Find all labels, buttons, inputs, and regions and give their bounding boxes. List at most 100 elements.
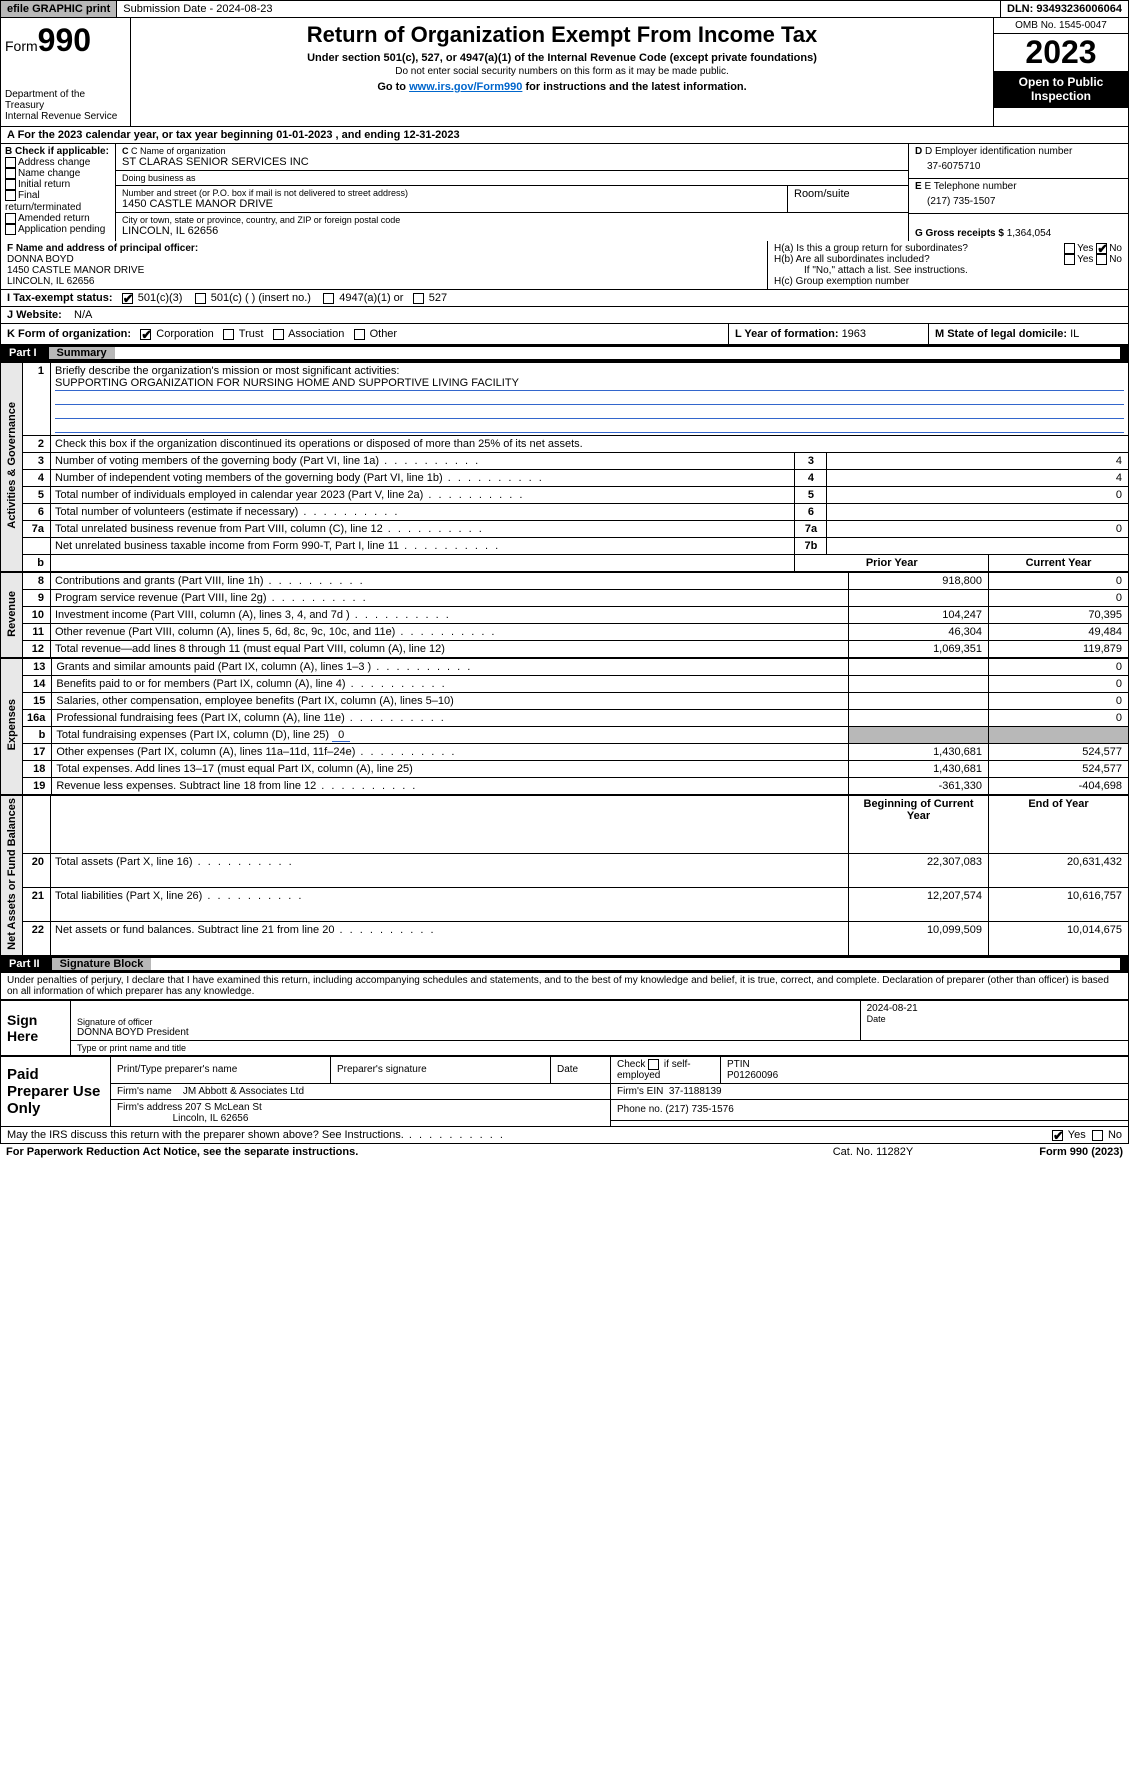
- p8: 918,800: [849, 573, 989, 590]
- cb-address-change[interactable]: Address change: [5, 157, 111, 168]
- cb-other[interactable]: [354, 329, 365, 340]
- v3: 4: [827, 453, 1129, 470]
- box-c: C C Name of organization ST CLARAS SENIO…: [116, 144, 908, 241]
- p22: 10,099,509: [849, 921, 989, 955]
- p11: 46,304: [849, 624, 989, 641]
- officer-sig: DONNA BOYD President: [77, 1027, 854, 1038]
- c22: 10,014,675: [989, 921, 1129, 955]
- org-name: ST CLARAS SENIOR SERVICES INC: [122, 156, 902, 168]
- city-value: LINCOLN, IL 62656: [122, 225, 902, 237]
- org-name-label: C C Name of organization: [122, 146, 902, 156]
- perjury-declaration: Under penalties of perjury, I declare th…: [0, 973, 1129, 1000]
- dln: DLN: 93493236006064: [1001, 1, 1128, 17]
- discuss-row: May the IRS discuss this return with the…: [0, 1127, 1129, 1144]
- c9: 0: [989, 590, 1129, 607]
- open-to-public: Open to Public Inspection: [994, 71, 1128, 108]
- discuss-yes-cb[interactable]: [1052, 1130, 1063, 1141]
- street-label: Number and street (or P.O. box if mail i…: [122, 188, 781, 198]
- dba-label: Doing business as: [122, 173, 902, 183]
- officer-city: LINCOLN, IL 62656: [7, 276, 761, 287]
- box-h: H(a) Is this a group return for subordin…: [768, 241, 1128, 289]
- revenue-table: Revenue 8Contributions and grants (Part …: [0, 572, 1129, 658]
- row-i: I Tax-exempt status: 501(c)(3) 501(c) ( …: [0, 290, 1129, 307]
- gross-label: G Gross receipts $: [915, 228, 1007, 239]
- p14: [849, 676, 989, 693]
- irs-link[interactable]: www.irs.gov/Form990: [409, 81, 522, 93]
- cb-self-employed[interactable]: [648, 1059, 659, 1070]
- part2-header: Part II Signature Block: [0, 956, 1129, 973]
- v7b: [827, 538, 1129, 555]
- dept-irs: Internal Revenue Service: [5, 111, 126, 122]
- row-j: J Website: N/A: [0, 307, 1129, 324]
- side-revenue: Revenue: [1, 573, 23, 658]
- c20: 20,631,432: [989, 853, 1129, 887]
- cb-final-return[interactable]: Final return/terminated: [5, 190, 111, 212]
- paid-preparer-label: Paid Preparer Use Only: [1, 1056, 111, 1126]
- efile-label: efile GRAPHIC print: [1, 1, 117, 17]
- ssn-warning: Do not enter social security numbers on …: [139, 66, 985, 77]
- row-a-tax-year: A For the 2023 calendar year, or tax yea…: [0, 127, 1129, 144]
- room-suite: Room/suite: [788, 186, 908, 212]
- cb-4947[interactable]: [323, 293, 334, 304]
- p18: 1,430,681: [849, 761, 989, 778]
- hdr-prior: Prior Year: [795, 555, 989, 572]
- hb-no-cb[interactable]: [1096, 254, 1107, 265]
- ptin: P01260096: [727, 1070, 1122, 1081]
- cb-association[interactable]: [273, 329, 284, 340]
- hb-yes-cb[interactable]: [1064, 254, 1075, 265]
- cb-501c3[interactable]: [122, 293, 133, 304]
- street-value: 1450 CASTLE MANOR DRIVE: [122, 198, 781, 210]
- cb-application-pending[interactable]: Application pending: [5, 224, 111, 235]
- instructions-link-row: Go to www.irs.gov/Form990 for instructio…: [139, 81, 985, 93]
- hdr-curr: Current Year: [989, 555, 1129, 572]
- cb-name-change[interactable]: Name change: [5, 168, 111, 179]
- firm-name: JM Abbott & Associates Ltd: [183, 1086, 304, 1097]
- c18: 524,577: [989, 761, 1129, 778]
- cb-527[interactable]: [413, 293, 424, 304]
- h-a-label: H(a) Is this a group return for subordin…: [774, 243, 1064, 254]
- firm-phone: (217) 735-1576: [665, 1104, 733, 1115]
- row-klm: K Form of organization: Corporation Trus…: [0, 324, 1129, 345]
- part1-header: Part I Summary: [0, 345, 1129, 362]
- p15: [849, 693, 989, 710]
- year-formation: L Year of formation: 1963: [728, 324, 928, 344]
- cb-amended-return[interactable]: Amended return: [5, 213, 111, 224]
- ein-value: 37-6075710: [915, 157, 1122, 176]
- c13: 0: [989, 659, 1129, 676]
- cb-corporation[interactable]: [140, 329, 151, 340]
- omb-number: OMB No. 1545-0047: [994, 18, 1128, 34]
- top-bar: efile GRAPHIC print Submission Date - 20…: [0, 0, 1129, 18]
- v4: 4: [827, 470, 1129, 487]
- p19: -361,330: [849, 778, 989, 795]
- dept-treasury: Department of the Treasury: [5, 89, 126, 111]
- c19: -404,698: [989, 778, 1129, 795]
- ha-yes-cb[interactable]: [1064, 243, 1075, 254]
- state-domicile: M State of legal domicile: IL: [928, 324, 1128, 344]
- section-bcd: B Check if applicable: Address change Na…: [0, 144, 1129, 241]
- c8: 0: [989, 573, 1129, 590]
- ha-no-cb[interactable]: [1096, 243, 1107, 254]
- c21: 10,616,757: [989, 887, 1129, 921]
- v7a: 0: [827, 521, 1129, 538]
- cb-trust[interactable]: [223, 329, 234, 340]
- ein-label: D D Employer identification number: [915, 146, 1122, 157]
- p17: 1,430,681: [849, 744, 989, 761]
- discuss-no-cb[interactable]: [1092, 1130, 1103, 1141]
- h-c-label: H(c) Group exemption number: [774, 276, 1122, 287]
- netassets-table: Net Assets or Fund Balances Beginning of…: [0, 795, 1129, 956]
- firm-addr1: 207 S McLean St: [185, 1102, 262, 1113]
- firm-ein: 37-1188139: [669, 1086, 722, 1097]
- c10: 70,395: [989, 607, 1129, 624]
- box-f: F Name and address of principal officer:…: [1, 241, 768, 289]
- h-b-label: H(b) Are all subordinates included?: [774, 254, 1064, 265]
- cb-501c[interactable]: [195, 293, 206, 304]
- cb-initial-return[interactable]: Initial return: [5, 179, 111, 190]
- sign-here-block: Sign Here Signature of officer DONNA BOY…: [0, 1000, 1129, 1056]
- p12: 1,069,351: [849, 641, 989, 658]
- form-subtitle: Under section 501(c), 527, or 4947(a)(1)…: [139, 52, 985, 64]
- box-b: B Check if applicable: Address change Na…: [1, 144, 116, 241]
- hdr-beg: Beginning of Current Year: [849, 796, 989, 854]
- c16a: 0: [989, 710, 1129, 727]
- form-header: Form990 Department of the Treasury Inter…: [0, 18, 1129, 127]
- firm-addr2: Lincoln, IL 62656: [173, 1113, 249, 1124]
